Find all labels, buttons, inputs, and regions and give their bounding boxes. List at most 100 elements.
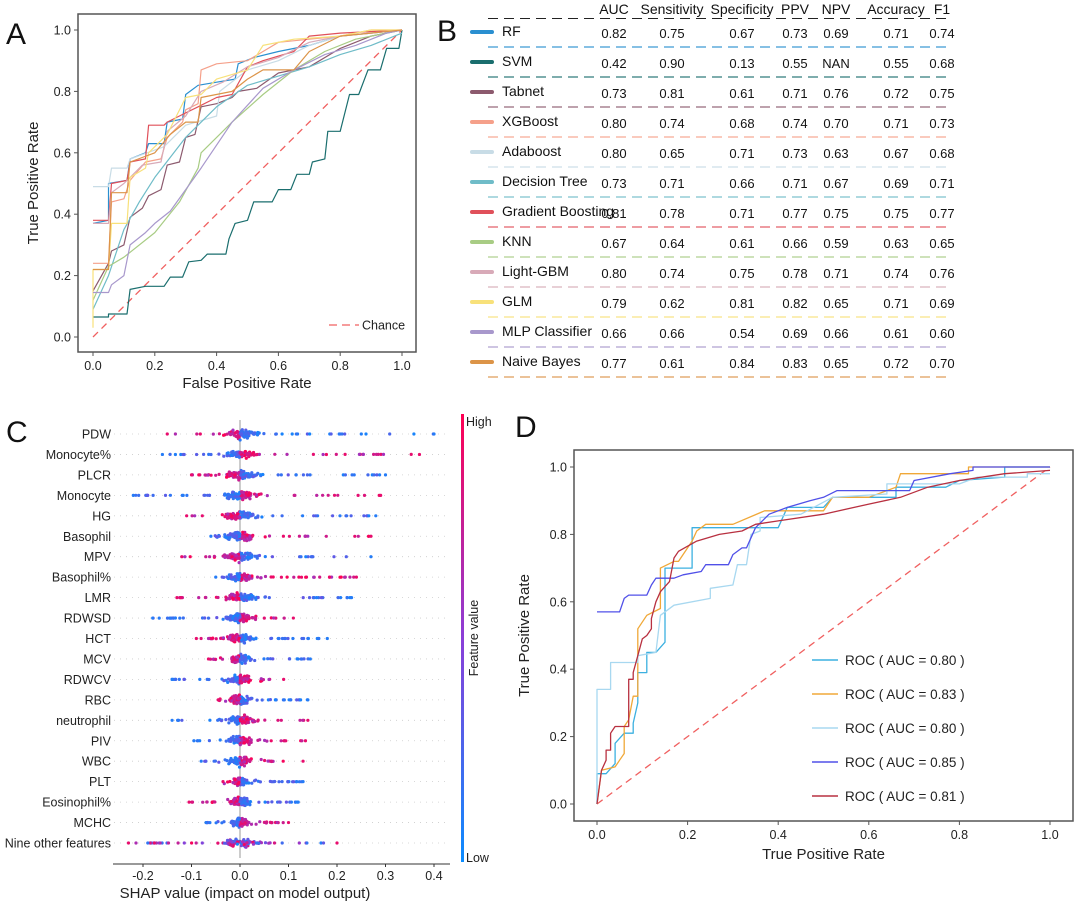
shap-point [282,616,286,620]
x-tick-label: 0.2 [146,359,163,373]
shap-point [280,780,284,784]
shap-point [181,493,185,497]
shap-point [379,452,383,456]
shap-point [230,819,234,823]
shap-point [173,432,177,436]
shap-point [235,842,239,846]
shap-point [256,431,260,435]
shap-point [173,616,177,620]
shap-point [291,616,295,620]
shap-point [272,616,276,620]
y-tick-label: 0.4 [550,663,567,677]
shap-point [267,596,271,600]
table-cell: 0.71 [782,176,807,191]
shap-point [235,572,239,576]
feature-label: Eosinophil% [42,796,111,810]
table-cell: 0.75 [659,26,684,41]
shap-point [287,534,291,538]
shap-point [166,841,171,845]
shap-point [198,677,202,682]
shap-point [241,555,245,560]
shap-point [214,637,218,641]
shap-point [227,473,231,477]
shap-point [233,719,237,723]
shap-point [315,596,319,600]
shap-point [307,596,312,600]
table-cell: 0.80 [601,116,626,131]
x-tick-label: 0.8 [332,359,349,373]
x-tick-label: 0.2 [328,869,345,883]
table-cell: 0.42 [601,56,626,71]
table-row: KNN 0.67 0.64 0.61 0.66 0.59 0.63 0.65 [470,233,955,258]
shap-point [227,721,231,725]
shap-point [243,614,247,618]
shap-point [279,473,283,477]
shap-point [214,821,218,825]
shap-point [214,575,218,579]
shap-point [300,739,304,743]
shap-point [269,821,274,825]
shap-point [275,820,279,825]
shap-point [256,514,260,518]
shap-point [257,800,261,804]
shap-point [212,554,216,558]
shap-point [222,841,227,845]
shap-point [245,539,249,543]
table-cell: 0.63 [883,236,908,251]
shap-point [266,657,270,661]
shap-point [237,596,241,600]
shap-point [283,739,287,743]
shap-point [254,516,258,520]
shap-point [245,694,249,698]
shap-point [262,616,266,620]
table-cell: 0.69 [782,326,807,341]
shap-point [211,636,215,640]
feature-label: RDWCV [64,673,112,687]
y-axis-label: True Positive Rate [516,574,533,697]
shap-point [237,636,241,640]
shap-point [260,698,264,702]
shap-point [269,575,273,579]
shap-point [236,721,240,725]
table-cell: 0.71 [729,206,754,221]
shap-point [194,841,198,845]
shap-point [270,800,274,804]
shap-point [297,575,301,579]
shap-point [243,511,247,516]
shap-point [257,452,261,456]
shap-point [242,741,246,745]
shap-point [282,698,286,702]
shap-point [247,742,251,747]
shap-point [224,595,228,599]
table-cell: 0.74 [883,266,908,281]
table-cell: 0.80 [601,146,626,161]
shap-point [225,432,229,436]
shap-point [209,452,213,457]
model-name: Decision Tree [502,173,588,189]
shap-point [230,532,235,536]
shap-point [217,534,221,538]
shap-point [239,822,243,826]
shap-point [253,658,257,663]
shap-point [243,757,247,761]
model-name: RF [502,23,521,39]
colorbar-title: Feature value [467,600,481,676]
table-cell: 0.76 [929,266,954,281]
shap-point [237,435,241,439]
shap-point [198,432,202,436]
x-tick-label: 0.6 [860,828,877,842]
shap-point [269,739,273,743]
table-cell: 0.82 [601,26,626,41]
shap-point [232,451,236,455]
table-cell: 0.80 [601,266,626,281]
model-name: GLM [502,293,532,309]
table-cell: 0.74 [929,26,954,41]
shap-point [259,576,263,580]
table-cell: 0.66 [659,326,684,341]
shap-point [353,534,357,538]
shap-point [301,473,305,477]
table-cell: 0.67 [823,176,848,191]
shap-point [249,822,254,826]
table-cell: 0.61 [729,236,754,251]
feature-label: neutrophil [56,714,111,728]
